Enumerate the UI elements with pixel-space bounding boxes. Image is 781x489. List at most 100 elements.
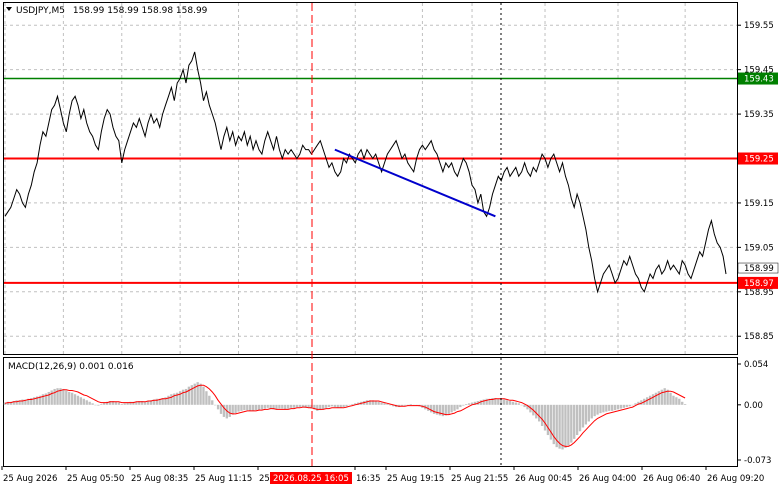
macd-bar bbox=[76, 395, 80, 405]
price-axis: 159.55 159.45 159.35 159.25 159.15 159.05 158.… bbox=[737, 21, 779, 342]
macd-bar bbox=[479, 400, 482, 405]
macd-bar bbox=[465, 404, 468, 405]
price-level-badge bbox=[738, 152, 778, 165]
macd-bar bbox=[289, 404, 293, 408]
macd-signal-line bbox=[4, 384, 686, 447]
price-level-badge-label: 158.97 bbox=[744, 279, 774, 289]
macd-bar bbox=[126, 402, 129, 405]
macd-bar bbox=[646, 397, 649, 405]
macd-bar bbox=[30, 398, 33, 405]
macd-bar bbox=[161, 398, 164, 405]
x-tick-label: 26 Aug 00:45 bbox=[515, 474, 572, 484]
macd-bar bbox=[18, 400, 21, 405]
macd-bar bbox=[9, 401, 13, 405]
macd-bar bbox=[62, 388, 65, 405]
macd-bar bbox=[342, 404, 345, 408]
macd-bar bbox=[240, 404, 243, 411]
macd-bar bbox=[193, 383, 196, 405]
macd-bar bbox=[374, 401, 377, 405]
macd-bar bbox=[214, 404, 217, 406]
x-tick-label: 25 Aug 11:15 bbox=[195, 474, 252, 484]
x-tick-label: 16:35 bbox=[356, 474, 381, 484]
macd-bar bbox=[327, 404, 331, 408]
macd-bar bbox=[59, 388, 62, 405]
macd-bar bbox=[91, 403, 94, 405]
current-price-badge bbox=[737, 262, 779, 274]
macd-bar bbox=[628, 404, 631, 407]
macd-bar bbox=[257, 404, 261, 411]
ohlc-label: 158.99 158.99 158.98 158.99 bbox=[73, 6, 208, 16]
macd-bar bbox=[38, 395, 42, 405]
macd-bar bbox=[88, 401, 91, 405]
vertical-markers bbox=[311, 3, 502, 466]
macd-bar bbox=[438, 404, 442, 416]
macd-bar bbox=[473, 401, 477, 405]
macd-bar bbox=[619, 404, 623, 409]
x-tick-label: 25 Aug 08:35 bbox=[131, 474, 188, 484]
macd-bar bbox=[339, 404, 342, 408]
macd-bar bbox=[462, 404, 465, 406]
x-tick-label: 26 Aug 09:20 bbox=[707, 474, 764, 484]
macd-bar bbox=[578, 404, 582, 432]
macd-bar bbox=[97, 404, 100, 406]
collapse-triangle-icon[interactable] bbox=[6, 7, 12, 11]
y-tick-label: 159.35 bbox=[744, 110, 774, 120]
macd-bar bbox=[354, 403, 357, 405]
macd-bar bbox=[383, 403, 386, 405]
macd-bar bbox=[511, 401, 515, 405]
macd-bar bbox=[412, 404, 415, 406]
macd-header: MACD(12,26,9) 0.001 0.016 bbox=[8, 362, 134, 372]
macd-bar bbox=[158, 398, 161, 405]
macd-bar bbox=[602, 404, 605, 413]
macd-bar bbox=[199, 383, 202, 405]
price-panel: 159.55 159.45 159.35 159.25 159.15 159.05 158.… bbox=[3, 2, 779, 355]
macd-bar bbox=[152, 399, 156, 405]
macd-bar bbox=[275, 404, 278, 410]
macd-bar bbox=[459, 404, 462, 408]
x-tick-label: 25 Aug 21:55 bbox=[451, 474, 508, 484]
macd-bar bbox=[82, 398, 85, 405]
macd-bar bbox=[491, 398, 494, 405]
macd-bar bbox=[205, 391, 208, 405]
macd-bar bbox=[336, 404, 339, 408]
price-level-badge bbox=[738, 72, 778, 85]
macd-bar bbox=[348, 404, 351, 406]
macd-bar bbox=[103, 402, 106, 405]
macd-bar bbox=[114, 401, 118, 405]
y-tick-label: 159.55 bbox=[744, 21, 774, 31]
macd-bar bbox=[50, 390, 53, 405]
macd-bar bbox=[529, 404, 532, 413]
macd-bar bbox=[35, 396, 39, 405]
macd-bar bbox=[573, 404, 576, 439]
macd-bar bbox=[304, 404, 307, 408]
macd-bar bbox=[613, 404, 617, 411]
macd-bar bbox=[333, 404, 337, 408]
macd-bar bbox=[3, 402, 7, 405]
macd-bar bbox=[508, 401, 512, 405]
macd-bar bbox=[432, 404, 436, 414]
x-tick-label: 26 Aug 04:00 bbox=[579, 474, 636, 484]
macd-bar bbox=[167, 395, 170, 405]
y-tick-label: 159.05 bbox=[744, 243, 774, 253]
macd-bar bbox=[555, 404, 558, 448]
macd-bar bbox=[444, 404, 447, 416]
macd-bar bbox=[313, 404, 316, 410]
chart-symbol-header: USDJPY,M5 158.99 158.99 158.98 158.99 bbox=[16, 6, 208, 16]
macd-bar bbox=[173, 393, 176, 405]
macd-bar bbox=[500, 398, 503, 405]
x-tick-label: 25 bbox=[259, 474, 270, 484]
macd-bar bbox=[225, 404, 229, 419]
macd-bar bbox=[622, 404, 626, 408]
macd-bar bbox=[406, 404, 409, 406]
macd-bar bbox=[505, 400, 509, 405]
macd-bar bbox=[292, 404, 296, 408]
macd-bar bbox=[409, 404, 412, 405]
macd-bar bbox=[494, 398, 497, 405]
macd-bar bbox=[202, 386, 205, 405]
macd-bar bbox=[392, 404, 395, 407]
macd-bar bbox=[237, 404, 240, 412]
macd-bar bbox=[316, 404, 319, 411]
macd-bar bbox=[678, 398, 681, 405]
macd-bar bbox=[485, 398, 488, 405]
macd-bar bbox=[637, 401, 640, 405]
